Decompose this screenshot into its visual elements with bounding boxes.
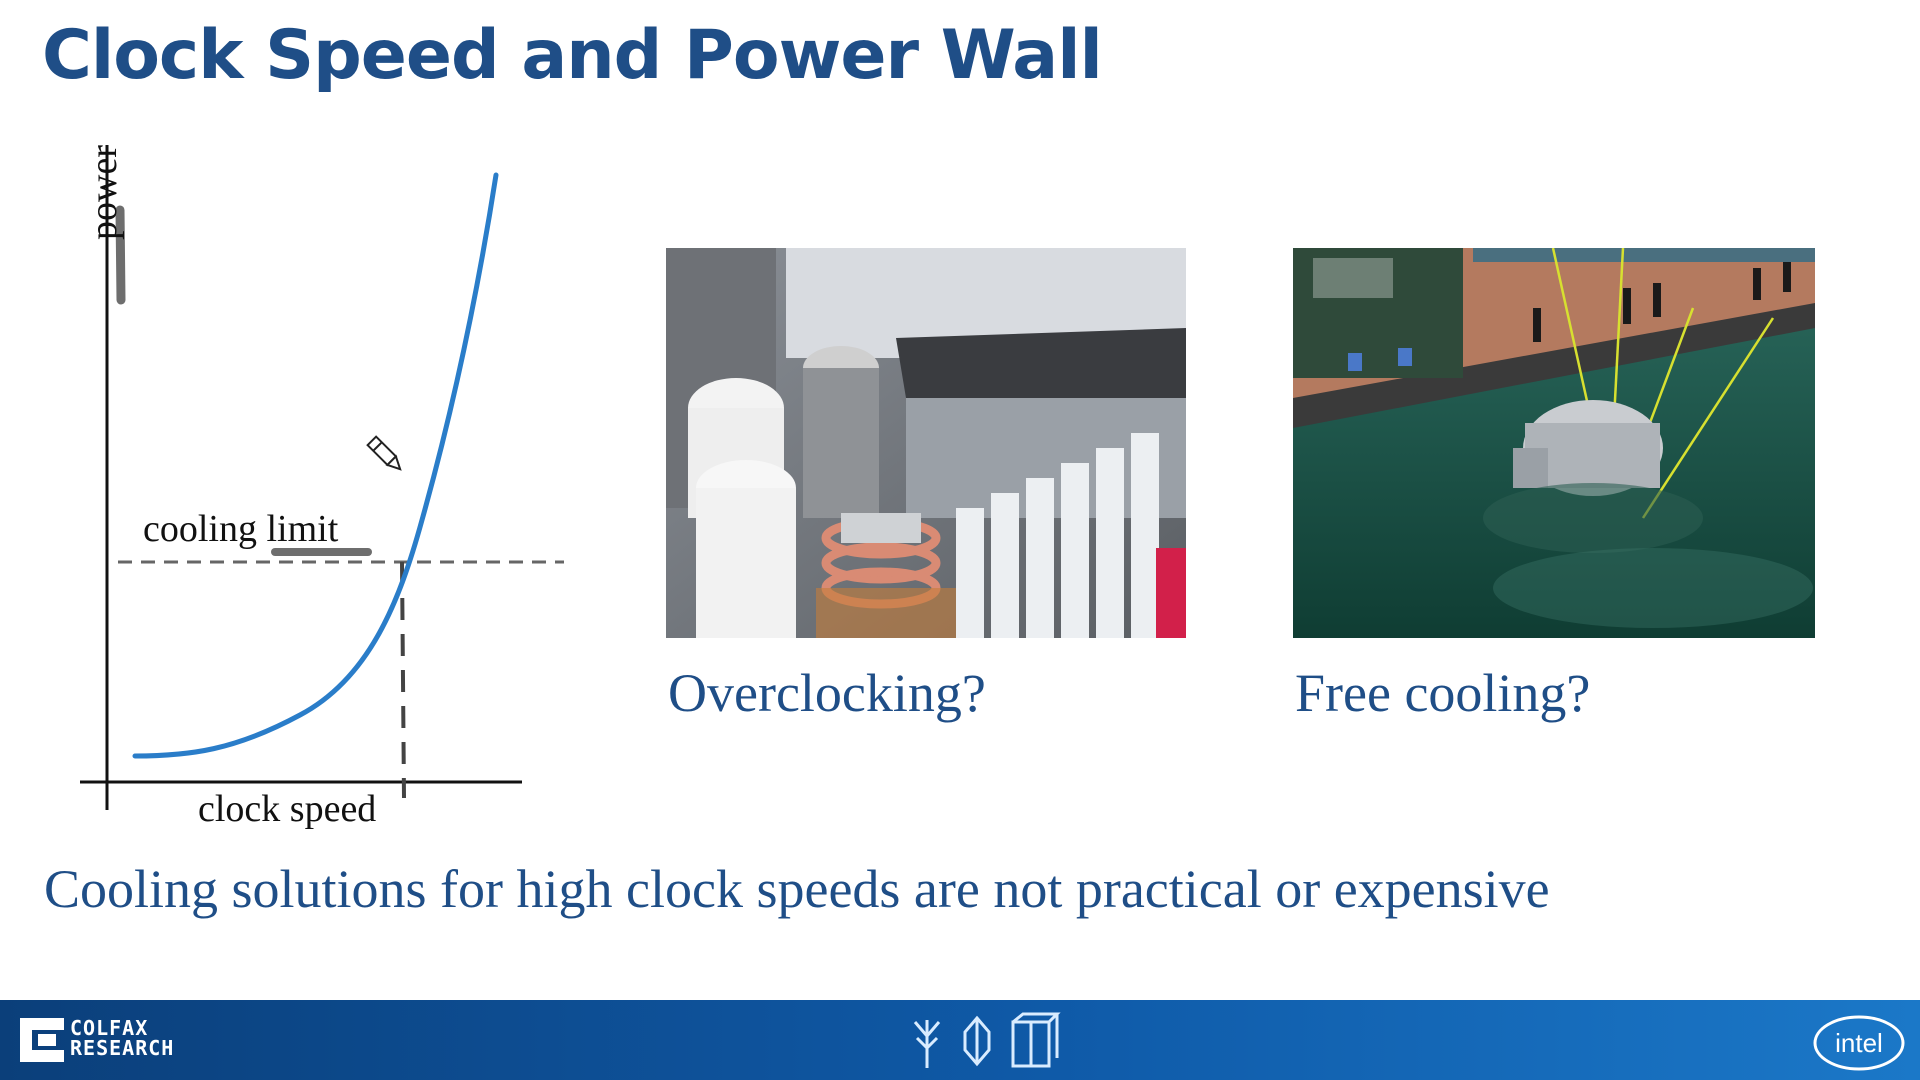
x-axis-label: clock speed	[198, 788, 377, 830]
slide-conclusion: Cooling solutions for high clock speeds …	[44, 859, 1550, 919]
colfax-brand-text: COLFAX RESEARCH	[70, 1018, 174, 1058]
power-curve	[132, 172, 499, 759]
footer-product-icons	[913, 1012, 1061, 1068]
crystal-icon	[963, 1015, 991, 1067]
clock-limit-line	[400, 561, 406, 799]
slide-title: Clock Speed and Power Wall	[42, 16, 1103, 95]
colfax-logo-icon	[20, 1018, 64, 1062]
diagram-svg	[80, 145, 564, 810]
y-axis-label: power	[83, 145, 125, 240]
cube-icon	[1011, 1012, 1061, 1068]
footer-bar: COLFAX RESEARCH in	[0, 1000, 1920, 1080]
brand-line-2: RESEARCH	[70, 1036, 175, 1060]
frosted-motherboard-photo	[666, 248, 1186, 638]
overclocking-caption: Overclocking?	[668, 663, 986, 723]
free-cooling-caption: Free cooling?	[1295, 663, 1591, 723]
highlight-mark-power	[115, 205, 126, 305]
intel-logo-icon: intel	[1813, 1015, 1905, 1071]
intel-logo-text: intel	[1835, 1028, 1883, 1058]
pen-cursor-icon	[366, 435, 402, 471]
cooling-limit-label: cooling limit	[143, 508, 339, 550]
power-clock-diagram: power cooling limit clock speed	[60, 130, 580, 830]
tree-icon	[913, 1020, 941, 1068]
brand-line-1: COLFAX	[70, 1016, 149, 1040]
underwater-datacenter-photo	[1293, 248, 1815, 638]
